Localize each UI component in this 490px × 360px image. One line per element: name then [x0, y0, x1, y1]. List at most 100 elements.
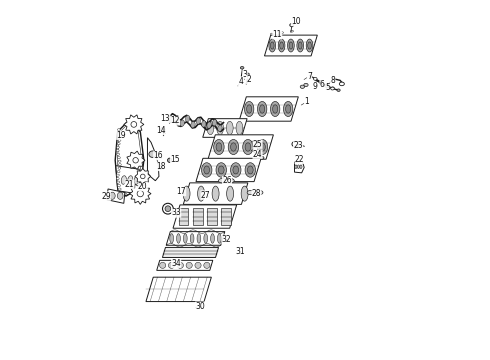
Ellipse shape: [196, 118, 200, 124]
Ellipse shape: [204, 262, 210, 268]
Ellipse shape: [128, 176, 133, 184]
Ellipse shape: [270, 33, 273, 35]
Polygon shape: [135, 168, 151, 184]
Polygon shape: [129, 183, 151, 204]
Polygon shape: [203, 119, 247, 137]
Ellipse shape: [314, 77, 317, 80]
Ellipse shape: [227, 186, 234, 201]
Ellipse shape: [117, 143, 120, 145]
Ellipse shape: [291, 30, 294, 32]
Ellipse shape: [295, 165, 297, 168]
Ellipse shape: [319, 81, 322, 83]
Polygon shape: [173, 205, 237, 228]
Text: 34: 34: [172, 259, 181, 268]
Text: 23: 23: [293, 141, 303, 150]
Ellipse shape: [214, 139, 224, 154]
Ellipse shape: [269, 39, 275, 52]
Ellipse shape: [165, 206, 171, 212]
Ellipse shape: [231, 143, 236, 151]
Text: 19: 19: [117, 131, 126, 140]
Ellipse shape: [308, 42, 312, 49]
Ellipse shape: [216, 143, 222, 151]
Ellipse shape: [233, 166, 239, 174]
Polygon shape: [196, 158, 261, 181]
Ellipse shape: [300, 85, 304, 88]
Ellipse shape: [117, 129, 120, 131]
Ellipse shape: [183, 234, 187, 243]
Ellipse shape: [163, 203, 173, 214]
Ellipse shape: [212, 186, 219, 201]
Text: 15: 15: [170, 155, 180, 164]
Polygon shape: [124, 115, 144, 134]
Text: 22: 22: [295, 155, 304, 164]
Ellipse shape: [197, 234, 201, 243]
Text: 6: 6: [319, 81, 324, 90]
Polygon shape: [116, 166, 141, 194]
Ellipse shape: [219, 166, 224, 174]
Polygon shape: [163, 247, 219, 257]
Text: 11: 11: [272, 30, 282, 39]
Ellipse shape: [247, 166, 253, 174]
Ellipse shape: [109, 192, 115, 199]
Ellipse shape: [159, 166, 163, 169]
Ellipse shape: [191, 122, 195, 128]
Ellipse shape: [260, 143, 266, 151]
Ellipse shape: [117, 146, 120, 148]
Polygon shape: [146, 277, 211, 302]
Ellipse shape: [246, 105, 252, 113]
Ellipse shape: [247, 190, 254, 195]
Ellipse shape: [257, 139, 268, 154]
Ellipse shape: [118, 160, 121, 162]
Ellipse shape: [337, 89, 340, 91]
Ellipse shape: [290, 24, 294, 27]
Ellipse shape: [201, 163, 212, 177]
Ellipse shape: [255, 153, 259, 156]
Ellipse shape: [339, 82, 344, 86]
Ellipse shape: [183, 186, 190, 201]
Text: 24: 24: [253, 150, 262, 159]
Polygon shape: [252, 141, 261, 148]
Ellipse shape: [261, 157, 264, 159]
Ellipse shape: [297, 39, 304, 52]
Bar: [193, 208, 202, 225]
Text: 18: 18: [156, 162, 166, 171]
Ellipse shape: [149, 151, 156, 157]
Polygon shape: [265, 35, 318, 56]
Ellipse shape: [230, 163, 241, 177]
Ellipse shape: [117, 181, 120, 183]
Ellipse shape: [207, 121, 214, 135]
Text: 4: 4: [238, 77, 243, 86]
Polygon shape: [147, 138, 159, 181]
Ellipse shape: [131, 122, 137, 127]
Ellipse shape: [117, 171, 120, 173]
Ellipse shape: [218, 125, 222, 131]
Ellipse shape: [118, 188, 121, 190]
Ellipse shape: [174, 116, 179, 122]
Text: 12: 12: [171, 116, 180, 125]
Ellipse shape: [260, 105, 265, 113]
Ellipse shape: [228, 139, 239, 154]
Text: 17: 17: [176, 187, 186, 196]
Ellipse shape: [195, 262, 201, 268]
Ellipse shape: [134, 176, 139, 184]
Ellipse shape: [212, 120, 217, 126]
Ellipse shape: [201, 121, 206, 127]
Ellipse shape: [289, 42, 293, 49]
Ellipse shape: [270, 42, 274, 49]
Polygon shape: [157, 260, 213, 270]
Text: 16: 16: [153, 151, 163, 160]
Text: 31: 31: [236, 247, 245, 256]
Text: 25: 25: [253, 140, 262, 149]
Ellipse shape: [160, 128, 165, 132]
Bar: [221, 208, 231, 225]
Text: 10: 10: [291, 17, 301, 26]
Ellipse shape: [186, 262, 192, 268]
Text: 7: 7: [307, 72, 312, 81]
Text: 3: 3: [243, 70, 247, 79]
Ellipse shape: [197, 186, 204, 201]
Polygon shape: [127, 151, 145, 170]
Ellipse shape: [241, 186, 248, 201]
Text: 20: 20: [138, 182, 147, 191]
Text: 28: 28: [252, 189, 261, 198]
Ellipse shape: [168, 158, 172, 162]
